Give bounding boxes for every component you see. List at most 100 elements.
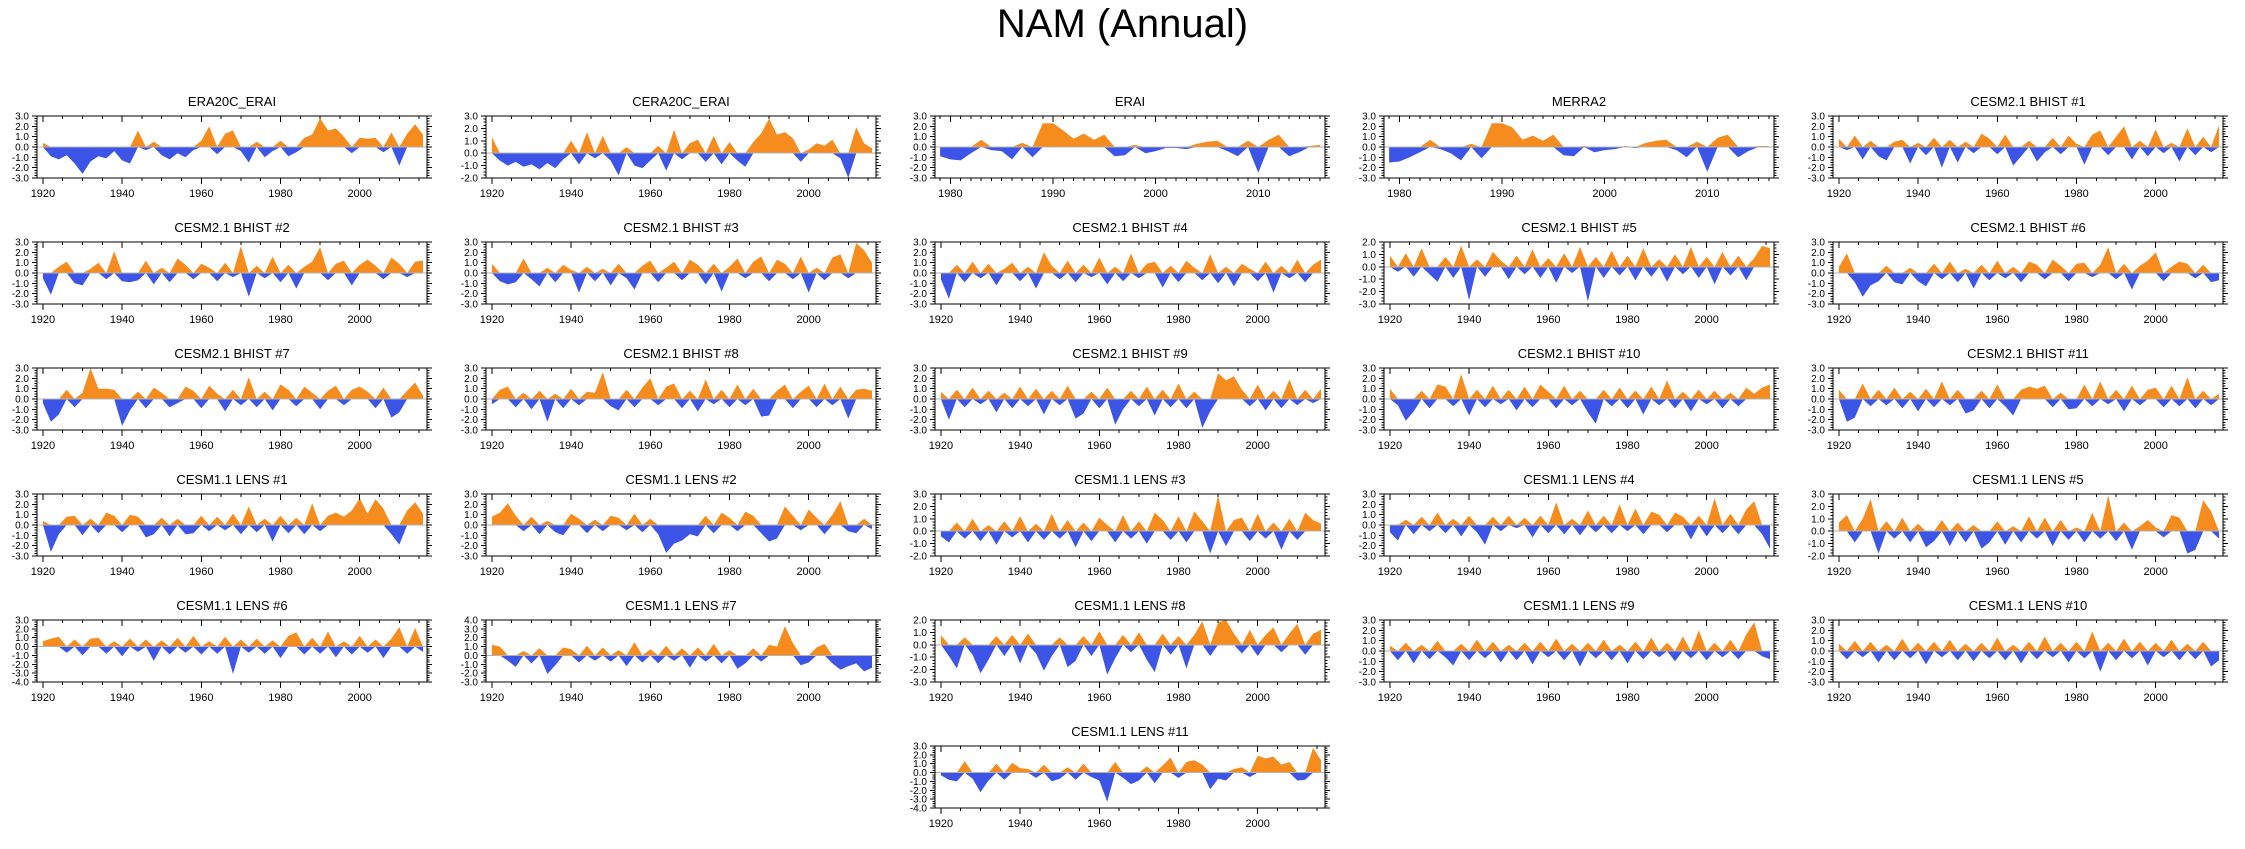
y-tick-label: -1.0 bbox=[461, 660, 479, 671]
y-tick-label: -3.0 bbox=[12, 669, 30, 680]
y-tick-label: 1.0 bbox=[1811, 384, 1825, 395]
x-tick-label: 1940 bbox=[1457, 566, 1481, 578]
panel-title: CESM2.1 BHIST #1 bbox=[1970, 94, 2086, 109]
x-tick-label: 1920 bbox=[1827, 188, 1851, 200]
x-tick-label: 2000 bbox=[347, 566, 371, 578]
plot-area: -3.0-2.0-1.00.01.02.03.0 1920 1940 1960 1980… bbox=[1359, 490, 1779, 578]
x-tick-label: 1940 bbox=[1906, 566, 1930, 578]
plot-frame bbox=[934, 115, 1326, 179]
positive-anomaly-area bbox=[940, 123, 1320, 147]
y-tick-label: 2.0 bbox=[913, 374, 927, 385]
y-tick-label: 0.0 bbox=[464, 269, 478, 280]
panel-title: CESM2.1 BHIST #5 bbox=[1521, 220, 1637, 235]
plot-area: -3.0-2.0-1.00.01.02.03.0 1920 1940 1960 1980… bbox=[12, 238, 432, 326]
y-tick-label: 1.0 bbox=[1811, 132, 1825, 143]
x-tick-label: 1940 bbox=[1906, 188, 1930, 200]
chart-panel-cesm1-1-lens-3: CESM1.1 LENS #3 -2.0 -1.0 0.0 1.0 2.0 3.0 1920 1… bbox=[898, 472, 1347, 596]
plot-area: -2.0 -1.00.0 1.02.03.0 1920 1940 1960 1980 2000 bbox=[461, 112, 881, 200]
y-tick-label: -1.0 bbox=[1808, 657, 1826, 668]
plot-area: -3.0-2.0-1.00.01.02.03.0 1920 1940 1960 1980… bbox=[12, 490, 432, 578]
y-tick-label: 2.0 bbox=[1362, 500, 1376, 511]
plot-frame bbox=[934, 745, 1326, 809]
y-tick-label: -3.0 bbox=[910, 795, 928, 806]
positive-anomaly-area bbox=[1389, 123, 1769, 147]
y-tick-label: -2.0 bbox=[910, 163, 928, 174]
panel-title: CESM1.1 LENS #6 bbox=[176, 598, 288, 613]
x-tick-label: 1920 bbox=[1827, 692, 1851, 704]
chart-panel-cesm2-1-bhist-10: CESM2.1 BHIST #10 -3.0 -2.0 -1.0 0.0 1.0 2.0 3.… bbox=[1347, 346, 1796, 470]
panel-title: CERA20C_ERAI bbox=[632, 94, 730, 109]
x-tick-label: 1960 bbox=[1087, 692, 1111, 704]
y-tick-label: -3.0 bbox=[12, 552, 30, 563]
x-tick-label: 1920 bbox=[480, 188, 504, 200]
plot-area: -3.0-2.0-1.00.01.02.03.04.0 1920 1940 1960 1… bbox=[461, 616, 881, 704]
x-tick-label: 2000 bbox=[796, 188, 820, 200]
negative-anomaly-area bbox=[491, 399, 872, 422]
x-tick-label: 1980 bbox=[268, 440, 292, 452]
chart-panel-cera20c-erai: CERA20C_ERAI -2.0 -1.0 0.0 1.0 2.0 3.0 1920 1940… bbox=[449, 94, 898, 218]
plot-frame bbox=[1832, 619, 2224, 683]
x-tick-label: 1940 bbox=[110, 440, 134, 452]
y-tick-label: -1.0 bbox=[910, 653, 928, 664]
y-tick-label: -1.0 bbox=[1808, 405, 1826, 416]
y-tick-label: 0.0 bbox=[1362, 521, 1376, 532]
negative-anomaly-area bbox=[42, 525, 424, 552]
chart-panel-cesm1-1-lens-9: CESM1.1 LENS #9 -3.0 -2.0 -1.0 0.0 1.0 2.0 3.0 1… bbox=[1347, 598, 1796, 722]
chart-panel-cesm2-1-bhist-4: CESM2.1 BHIST #4 -3.0 -2.0 -1.0 0.0 1.0 2.0 3.0… bbox=[898, 220, 1347, 344]
panel-title: CESM2.1 BHIST #7 bbox=[174, 346, 290, 361]
x-tick-label: 1960 bbox=[1087, 440, 1111, 452]
y-tick-label: 2.0 bbox=[15, 500, 29, 511]
negative-anomaly-area bbox=[1389, 399, 1770, 424]
negative-anomaly-area bbox=[42, 646, 424, 674]
negative-anomaly-area bbox=[1389, 147, 1769, 172]
x-tick-label: 1980 bbox=[717, 692, 741, 704]
y-tick-label: -4.0 bbox=[12, 678, 30, 689]
plot-area: -2.0 -1.00.0 1.02.03.0 1920 1940 1960 1980 2000 bbox=[1808, 490, 2228, 578]
y-tick-label: -2.0 bbox=[1359, 163, 1377, 174]
x-tick-label: 1960 bbox=[638, 692, 662, 704]
plot-area: -3.0-2.0-1.00.01.02.03.0 1920 1940 1960 1980… bbox=[1359, 616, 1779, 704]
plot-frame bbox=[485, 493, 877, 557]
y-tick-label: 3.0 bbox=[1362, 112, 1376, 123]
x-tick-label: 2000 bbox=[1694, 566, 1718, 578]
y-tick-label: -1.0 bbox=[12, 531, 30, 542]
x-tick-label: 1940 bbox=[559, 188, 583, 200]
y-tick-label: 2.0 bbox=[1362, 626, 1376, 637]
positive-anomaly-area bbox=[940, 252, 1321, 273]
y-tick-label: 0.0 bbox=[1811, 647, 1825, 658]
x-tick-label: 1980 bbox=[2064, 314, 2088, 326]
negative-anomaly-area bbox=[491, 273, 872, 293]
plot-frame bbox=[36, 619, 428, 683]
y-tick-label: 2.0 bbox=[1362, 238, 1376, 249]
chart-panel-cesm1-1-lens-6: CESM1.1 LENS #6 -4.0 -3.0 -2.0 -1.0 0.0 1.0 2.0… bbox=[0, 598, 449, 722]
y-tick-label: -1.0 bbox=[1359, 531, 1377, 542]
chart-panel-cesm1-1-lens-10: CESM1.1 LENS #10 -3.0 -2.0 -1.0 0.0 1.0 2.0 3.0… bbox=[1796, 598, 2245, 722]
x-tick-label: 1920 bbox=[31, 188, 55, 200]
x-tick-label: 1960 bbox=[189, 314, 213, 326]
x-tick-label: 1980 bbox=[1615, 314, 1639, 326]
x-tick-label: 1980 bbox=[1615, 692, 1639, 704]
x-tick-label: 1980 bbox=[2064, 692, 2088, 704]
x-tick-label: 1980 bbox=[268, 188, 292, 200]
plot-frame bbox=[36, 367, 428, 431]
x-tick-label: 1920 bbox=[1378, 692, 1402, 704]
y-tick-label: -3.0 bbox=[12, 426, 30, 437]
y-tick-label: 2.0 bbox=[464, 500, 478, 511]
y-tick-label: -3.0 bbox=[12, 300, 30, 311]
y-tick-label: -3.0 bbox=[1359, 678, 1377, 689]
y-tick-label: -2.0 bbox=[12, 541, 30, 552]
y-tick-label: 0.0 bbox=[464, 521, 478, 532]
y-tick-label: 3.0 bbox=[15, 112, 29, 123]
y-tick-label: 1.0 bbox=[913, 132, 927, 143]
y-tick-label: -3.0 bbox=[1359, 300, 1377, 311]
chart-panel-merra2: MERRA2 -3.0 -2.0 -1.0 0.0 1.0 2.0 3.0 1980 1990 20… bbox=[1347, 94, 1796, 218]
negative-anomaly-area bbox=[491, 525, 872, 553]
plot-frame bbox=[1832, 367, 2224, 431]
y-tick-label: -1.0 bbox=[910, 405, 928, 416]
y-tick-label: -3.0 bbox=[1359, 426, 1377, 437]
chart-panel-cesm2-1-bhist-9: CESM2.1 BHIST #9 -3.0 -2.0 -1.0 0.0 1.0 2.0 3.0… bbox=[898, 346, 1347, 470]
x-tick-label: 1940 bbox=[110, 314, 134, 326]
plot-area: -3.0-2.0-1.00.01.02.03.0 1920 1940 1960 1980… bbox=[1808, 112, 2228, 200]
x-tick-label: 2000 bbox=[1245, 692, 1269, 704]
axis-ticks bbox=[32, 493, 432, 562]
